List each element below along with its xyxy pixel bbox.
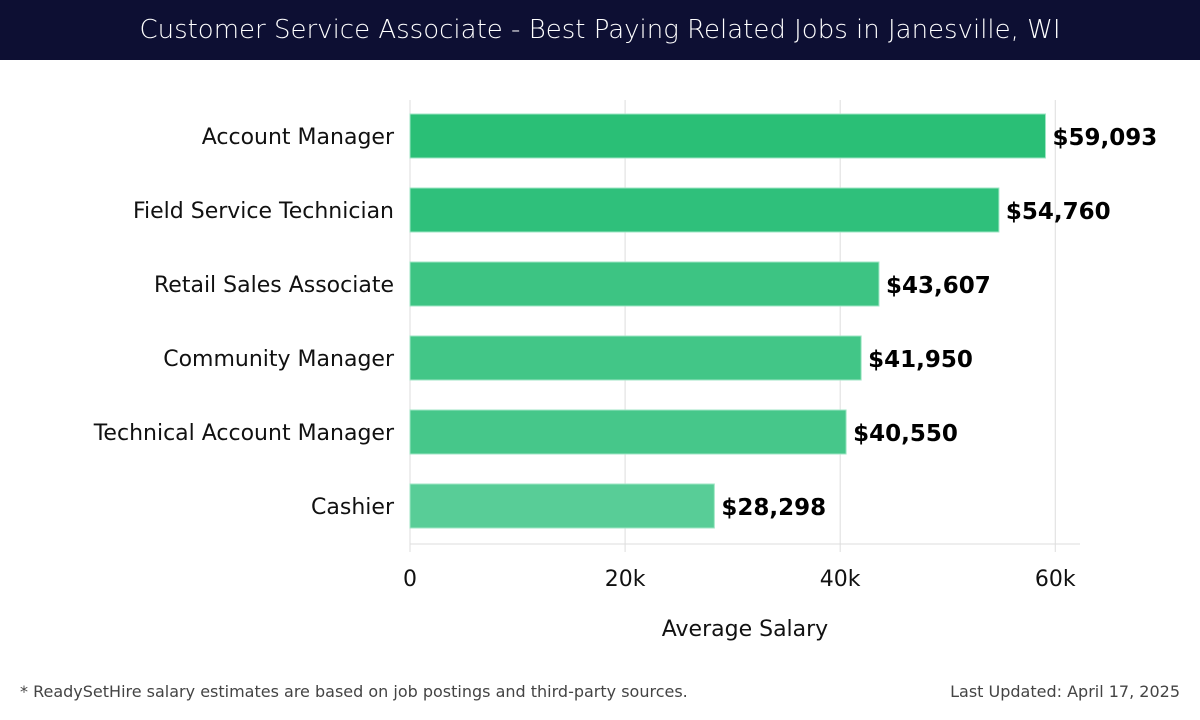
x-axis-label: Average Salary — [662, 617, 828, 642]
bar — [409, 261, 880, 307]
last-updated: Last Updated: April 17, 2025 — [950, 682, 1180, 701]
data-label: $43,607 — [886, 273, 991, 299]
chart-title: Customer Service Associate - Best Paying… — [0, 0, 1200, 60]
y-tick-label: Field Service Technician — [133, 199, 394, 224]
bar — [409, 187, 1000, 233]
x-tick-label: 40k — [820, 567, 861, 592]
data-label: $28,298 — [721, 495, 826, 521]
footnote: * ReadySetHire salary estimates are base… — [20, 682, 688, 701]
bar — [409, 409, 847, 455]
bar-chart: 0 20k 40k 60k Average Salary Account Manager $… — [93, 100, 1158, 642]
y-tick-label: Retail Sales Associate — [154, 273, 394, 298]
y-tick-label: Technical Account Manager — [93, 421, 395, 446]
data-label: $59,093 — [1053, 125, 1158, 151]
data-label: $40,550 — [853, 421, 958, 447]
bar — [409, 483, 715, 529]
x-tick-label: 20k — [605, 567, 646, 592]
data-label: $41,950 — [868, 347, 973, 373]
bar — [409, 113, 1047, 159]
data-label: $54,760 — [1006, 199, 1111, 225]
y-tick-label: Community Manager — [163, 347, 395, 372]
y-tick-label: Cashier — [311, 495, 395, 520]
y-tick-label: Account Manager — [202, 125, 395, 150]
x-tick-label: 60k — [1035, 567, 1076, 592]
bar — [409, 335, 862, 381]
x-tick-label: 0 — [403, 567, 417, 592]
